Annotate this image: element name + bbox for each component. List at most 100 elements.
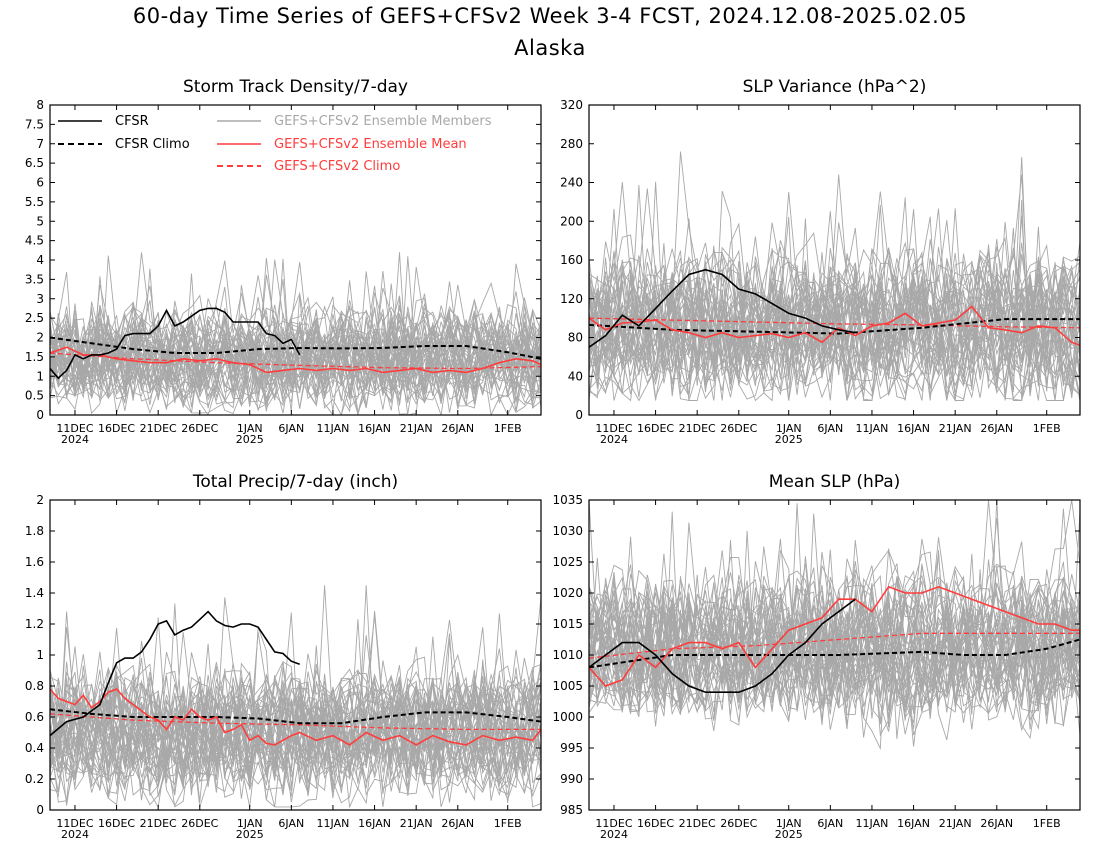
panel-title: Storm Track Density/7-day [183,77,408,97]
series-cfsr [589,268,856,348]
series-gefs-climo [589,317,1080,329]
x-tick-label: 11JAN [856,422,889,435]
x-tick-label: 6JAN [817,422,843,435]
ensemble-members [589,151,1080,402]
legend-label: GEFS+CFSv2 Ensemble Mean [274,137,467,152]
y-tick-label: 1025 [552,555,583,569]
series-cfsr [50,610,300,737]
x-tick-label: 21DEC [679,422,716,435]
x-tick-label: 21JAN [400,422,433,435]
member-line [50,686,541,795]
x-tick-label: 16JAN [897,817,930,830]
member-line [50,252,541,396]
x-tick-label: 16JAN [358,817,391,830]
y-tick-label: 0 [36,408,44,422]
plot-area [589,500,1080,751]
x-tick-label: 26DEC [720,817,757,830]
y-tick-label: 8 [36,98,44,112]
legend-label: CFSR [115,114,149,129]
series-ens-mean [50,688,541,746]
member-line [589,612,1080,738]
y-tick-label: 40 [568,369,583,383]
y-tick-label: 6.5 [25,156,44,170]
y-tick-label: 1005 [552,679,583,693]
member-line [589,273,1080,396]
member-line [50,657,541,779]
member-line [50,272,541,392]
y-tick-label: 1.4 [25,586,44,600]
x-tick-year: 2024 [600,828,628,841]
member-line [589,184,1080,371]
member-line [589,263,1080,392]
y-tick-label: 240 [560,176,583,190]
member-line [50,611,541,791]
y-tick-label: 1 [36,369,44,383]
x-tick-label: 21DEC [140,422,177,435]
x-tick-label: 21DEC [140,817,177,830]
y-tick-label: 5 [36,214,44,228]
panel-title: SLP Variance (hPa^2) [743,77,927,97]
x-tick-year: 2025 [775,433,803,446]
series-ens-mean [589,305,1080,347]
x-tick-label: 16DEC [98,817,135,830]
member-line [589,500,1080,696]
x-tick-label: 1JAN [776,422,802,435]
y-tick-label: 1.2 [25,617,44,631]
series-ens-mean [589,585,1080,687]
x-tick-year: 2024 [61,433,89,446]
plot-area [50,585,541,809]
series-ens-mean [50,346,541,374]
panel-4: Mean SLP (hPa) 985 990 995 1000 1005 1010 1015 1… [552,472,1081,841]
figure-subtitle: Alaska [514,36,586,60]
y-tick-label: 0.2 [25,772,44,786]
x-tick-label: 1FEB [1033,422,1061,435]
x-tick-label: 1JAN [776,817,802,830]
x-tick-label: 11JAN [856,817,889,830]
member-line [50,324,541,413]
y-tick-label: 0 [575,408,583,422]
x-tick-label: 16DEC [637,422,674,435]
member-line [589,279,1080,401]
x-tick-label: 26JAN [980,817,1013,830]
plot-area [50,252,541,415]
plot-area [589,151,1080,402]
member-line [50,311,541,405]
x-tick-label: 6JAN [817,817,843,830]
y-tick-label: 995 [560,741,583,755]
x-tick-label: 1JAN [237,817,263,830]
y-tick-label: 3.5 [25,272,44,286]
y-tick-label: 0.4 [25,741,44,755]
y-tick-label: 1.6 [25,555,44,569]
y-tick-label: 1015 [552,617,583,631]
y-tick-label: 2 [36,493,44,507]
member-line [50,666,541,775]
y-tick-label: 1.5 [25,350,44,364]
x-tick-label: 16DEC [98,422,135,435]
panel-3: Total Precip/7-day (inch)00.20.40.60.811… [25,472,542,841]
panel-1: Storm Track Density/7-day 0 0.5 1 1.5 2 2.5 3 3.… [25,77,542,446]
x-tick-label: 1JAN [237,422,263,435]
y-tick-label: 7.5 [25,117,44,131]
series-gefs-climo [50,713,541,731]
panel-title: Total Precip/7-day (inch) [192,472,398,492]
y-tick-label: 7 [36,137,44,151]
x-tick-label: 21DEC [679,817,716,830]
x-tick-year: 2025 [236,433,264,446]
x-tick-label: 21JAN [400,817,433,830]
member-line [50,674,541,770]
x-tick-label: 16DEC [637,817,674,830]
x-tick-label: 26DEC [181,422,218,435]
x-tick-label: 1FEB [1033,817,1061,830]
figure-title: 60-day Time Series of GEFS+CFSv2 Week 3-… [132,4,968,28]
member-line [589,604,1080,722]
x-tick-label: 11JAN [317,817,350,830]
series-cfsr-climo [50,708,541,725]
y-tick-label: 200 [560,214,583,228]
y-tick-label: 0.8 [25,679,44,693]
member-line [50,626,541,778]
x-tick-label: 1FEB [494,817,522,830]
y-tick-label: 0.5 [25,389,44,403]
y-tick-label: 5.5 [25,195,44,209]
x-tick-label: 26DEC [720,422,757,435]
